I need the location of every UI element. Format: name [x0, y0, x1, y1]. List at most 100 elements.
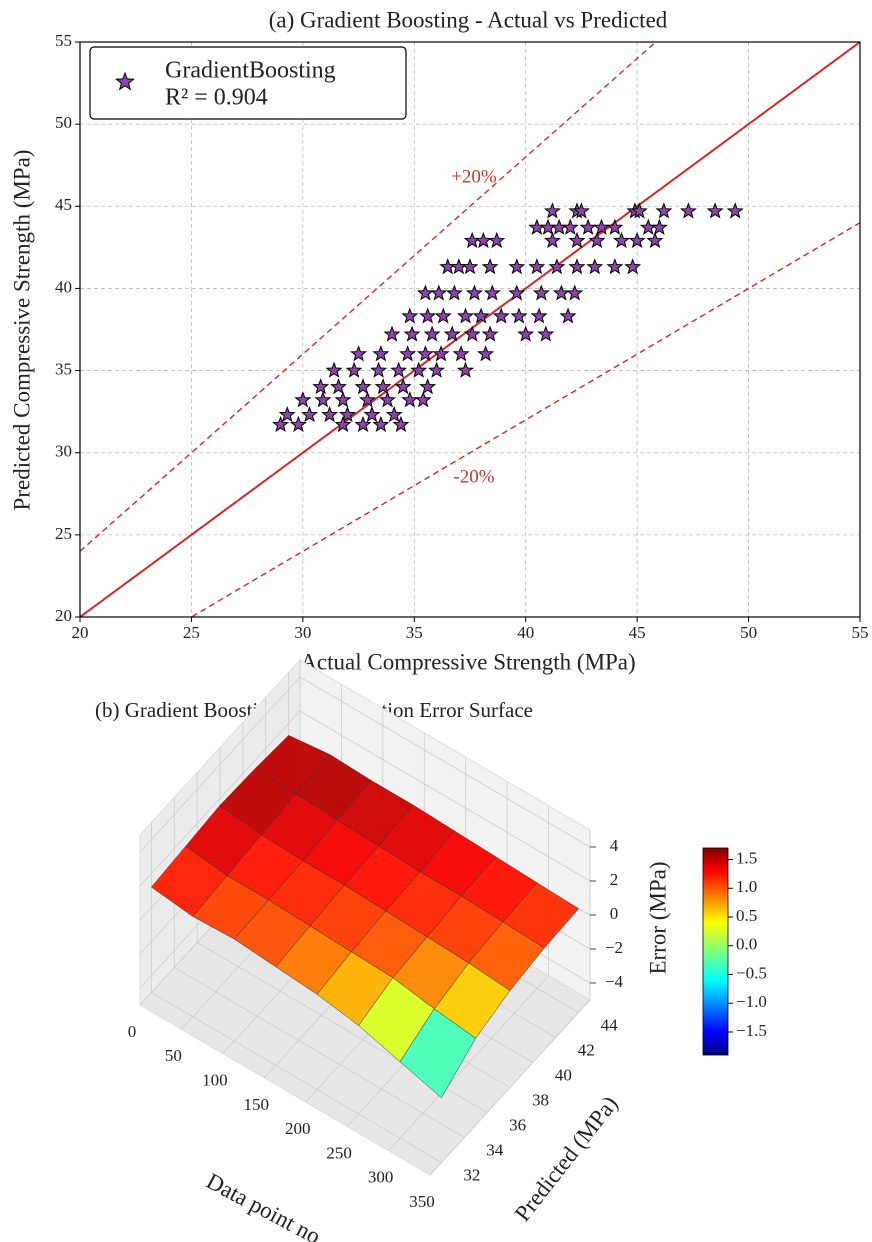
scatter-point	[416, 284, 434, 301]
scatter-point	[379, 391, 397, 408]
scatter-point	[646, 231, 664, 249]
scatter-point	[492, 307, 510, 324]
x-tick-label: 300	[368, 1168, 394, 1187]
scatter-point	[568, 231, 586, 249]
y-tick-label: 44	[601, 1015, 619, 1034]
scatter-point	[401, 391, 419, 408]
y-tick-label: 40	[555, 1065, 572, 1084]
scatter-point	[508, 258, 526, 275]
scatter-point	[461, 258, 479, 275]
scatter-point	[606, 218, 624, 235]
plot-frame	[79, 41, 861, 618]
scatter-point	[561, 218, 579, 235]
scatter-point	[488, 231, 506, 249]
colorbar-tick-label: 0.0	[736, 935, 757, 954]
scatter-point	[354, 415, 372, 433]
scatter-point	[465, 284, 483, 301]
scatter-point	[588, 231, 606, 249]
scatter-point	[278, 405, 296, 423]
y-tick-label: 25	[55, 524, 72, 543]
z-tick-label: −4	[605, 972, 624, 991]
colorbar	[702, 847, 729, 1056]
scatter-point	[416, 345, 434, 362]
scatter-point	[457, 361, 475, 378]
scatter-point	[650, 218, 668, 235]
grid-line	[299, 710, 591, 882]
x-tick-label: 50	[165, 1046, 182, 1065]
y-tick-label: 38	[532, 1090, 549, 1109]
x-tick-label: 25	[183, 623, 200, 642]
scatter-point	[370, 361, 388, 378]
x-axis-label: Data point no.	[202, 1168, 329, 1242]
scatter-point	[439, 258, 457, 275]
reference-line	[80, 42, 657, 552]
scatter-point	[579, 218, 597, 235]
z-tick-label: 4	[610, 836, 619, 855]
scatter-point	[334, 415, 352, 433]
scatter-point	[390, 361, 408, 378]
scatter-point	[606, 258, 624, 275]
scatter-point	[385, 405, 403, 423]
scatter-point	[543, 231, 561, 249]
scatter-point	[472, 307, 490, 324]
grid-line	[139, 676, 301, 853]
z-tick-label: 0	[610, 904, 619, 923]
scatter-point	[568, 258, 586, 275]
scatter-point	[543, 202, 561, 219]
x-tick-label: 30	[294, 623, 311, 642]
y-tick-label: 42	[578, 1040, 595, 1059]
scatter-point	[510, 307, 528, 324]
scatter-point	[272, 415, 290, 433]
reference-line	[80, 42, 860, 617]
scatter-point	[477, 345, 495, 362]
scatter-point	[363, 405, 381, 423]
scatter-point	[726, 202, 744, 219]
colorbar-tick-label: 0.5	[736, 906, 757, 925]
x-tick-label: 40	[517, 623, 534, 642]
scatter-point	[374, 378, 392, 395]
x-axis-label: Actual Compressive Strength (MPa)	[300, 649, 635, 674]
y-tick-label: 55	[55, 31, 72, 50]
y-tick-label: 45	[55, 195, 72, 214]
scatter-point	[566, 284, 584, 301]
scatter-point	[483, 284, 501, 301]
scatter-point	[450, 258, 468, 275]
scatter-point	[321, 405, 339, 423]
scatter-point	[532, 284, 550, 301]
scatter-point	[586, 258, 604, 275]
scatter-point	[517, 325, 535, 342]
scatter-point	[443, 325, 461, 342]
x-tick-label: 200	[285, 1119, 311, 1138]
scatter-point	[452, 345, 470, 362]
scatter-point	[312, 378, 330, 395]
scatter-point	[401, 307, 419, 324]
colorbar-tick-label: −1.0	[736, 992, 767, 1011]
scatter-point	[394, 378, 412, 395]
scatter-point	[430, 284, 448, 301]
scatter-point	[537, 325, 555, 342]
x-tick-label: 45	[629, 623, 646, 642]
scatter-point	[410, 361, 428, 378]
scatter-point	[639, 218, 657, 235]
scatter-point	[706, 202, 724, 219]
x-tick-label: 20	[72, 623, 89, 642]
colorbar-tick-label: −1.5	[736, 1021, 767, 1040]
scatter-point	[289, 415, 307, 433]
x-tick-label: 150	[244, 1095, 270, 1114]
scatter-point	[457, 307, 475, 324]
scatter-point	[338, 405, 356, 423]
colorbar-tick-label: 1.5	[736, 848, 757, 867]
x-tick-label: 35	[406, 623, 423, 642]
scatter-point	[383, 325, 401, 342]
y-tick-label: 40	[55, 277, 72, 296]
x-tick-label: 250	[326, 1143, 352, 1162]
scatter-point	[432, 345, 450, 362]
x-tick-label: 55	[852, 623, 869, 642]
scatter-point	[548, 258, 566, 275]
scatter-point	[325, 361, 343, 378]
y-tick-label: 36	[509, 1115, 526, 1134]
y-axis-label: Predicted Compressive Strength (MPa)	[9, 150, 34, 511]
scatter-point	[481, 258, 499, 275]
y-axis-label: Predicted (MPa)	[510, 1091, 623, 1226]
